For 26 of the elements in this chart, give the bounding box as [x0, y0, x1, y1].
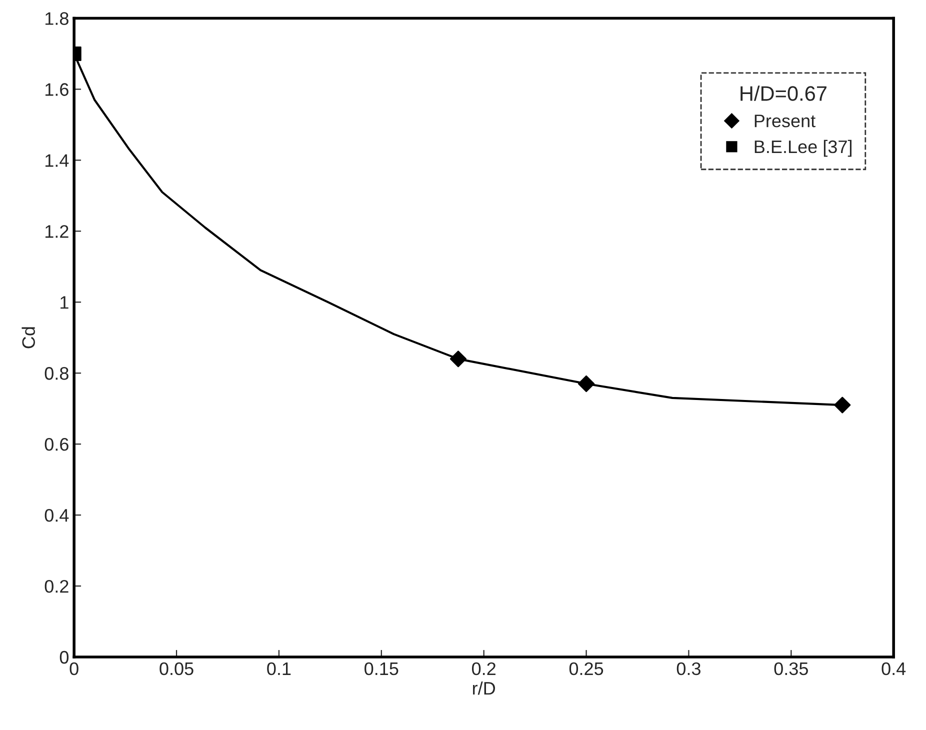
x-axis-title: r/D — [473, 681, 496, 695]
x-tick-label: 0.4 — [882, 662, 906, 676]
y-tick-label: 0.8 — [44, 367, 68, 380]
x-tick-label: 0.25 — [569, 662, 604, 676]
x-tick-label: 0.2 — [472, 662, 496, 676]
y-tick-label: 1 — [60, 296, 68, 309]
x-tick-label: 0.1 — [267, 662, 291, 676]
y-tick-label: 1.8 — [46, 12, 68, 25]
legend-title: H/D=0.67 — [740, 86, 826, 101]
x-tick-label: 0.15 — [364, 662, 398, 676]
x-tick-label: 0.05 — [160, 662, 194, 676]
legend-label: Present — [754, 114, 816, 128]
point — [450, 350, 467, 368]
legend-label: B.E.Lee [37] — [754, 140, 852, 157]
y-tick-label: 1.6 — [46, 83, 68, 96]
y-tick-label: 0.4 — [44, 508, 69, 522]
x-tick-label: 0.3 — [676, 662, 700, 676]
y-tick-label: 0.2 — [44, 580, 68, 593]
y-tick-label: 1.2 — [46, 225, 68, 238]
y-tick-label: 0.6 — [44, 438, 68, 451]
point — [578, 375, 595, 392]
y-tick-label: 1.4 — [46, 154, 69, 167]
y-tick-label: 0 — [60, 650, 69, 664]
x-tick-label: 0.35 — [774, 662, 808, 676]
x-tick-label: 0 — [70, 662, 78, 676]
y-axis-title: Cd — [22, 327, 35, 348]
